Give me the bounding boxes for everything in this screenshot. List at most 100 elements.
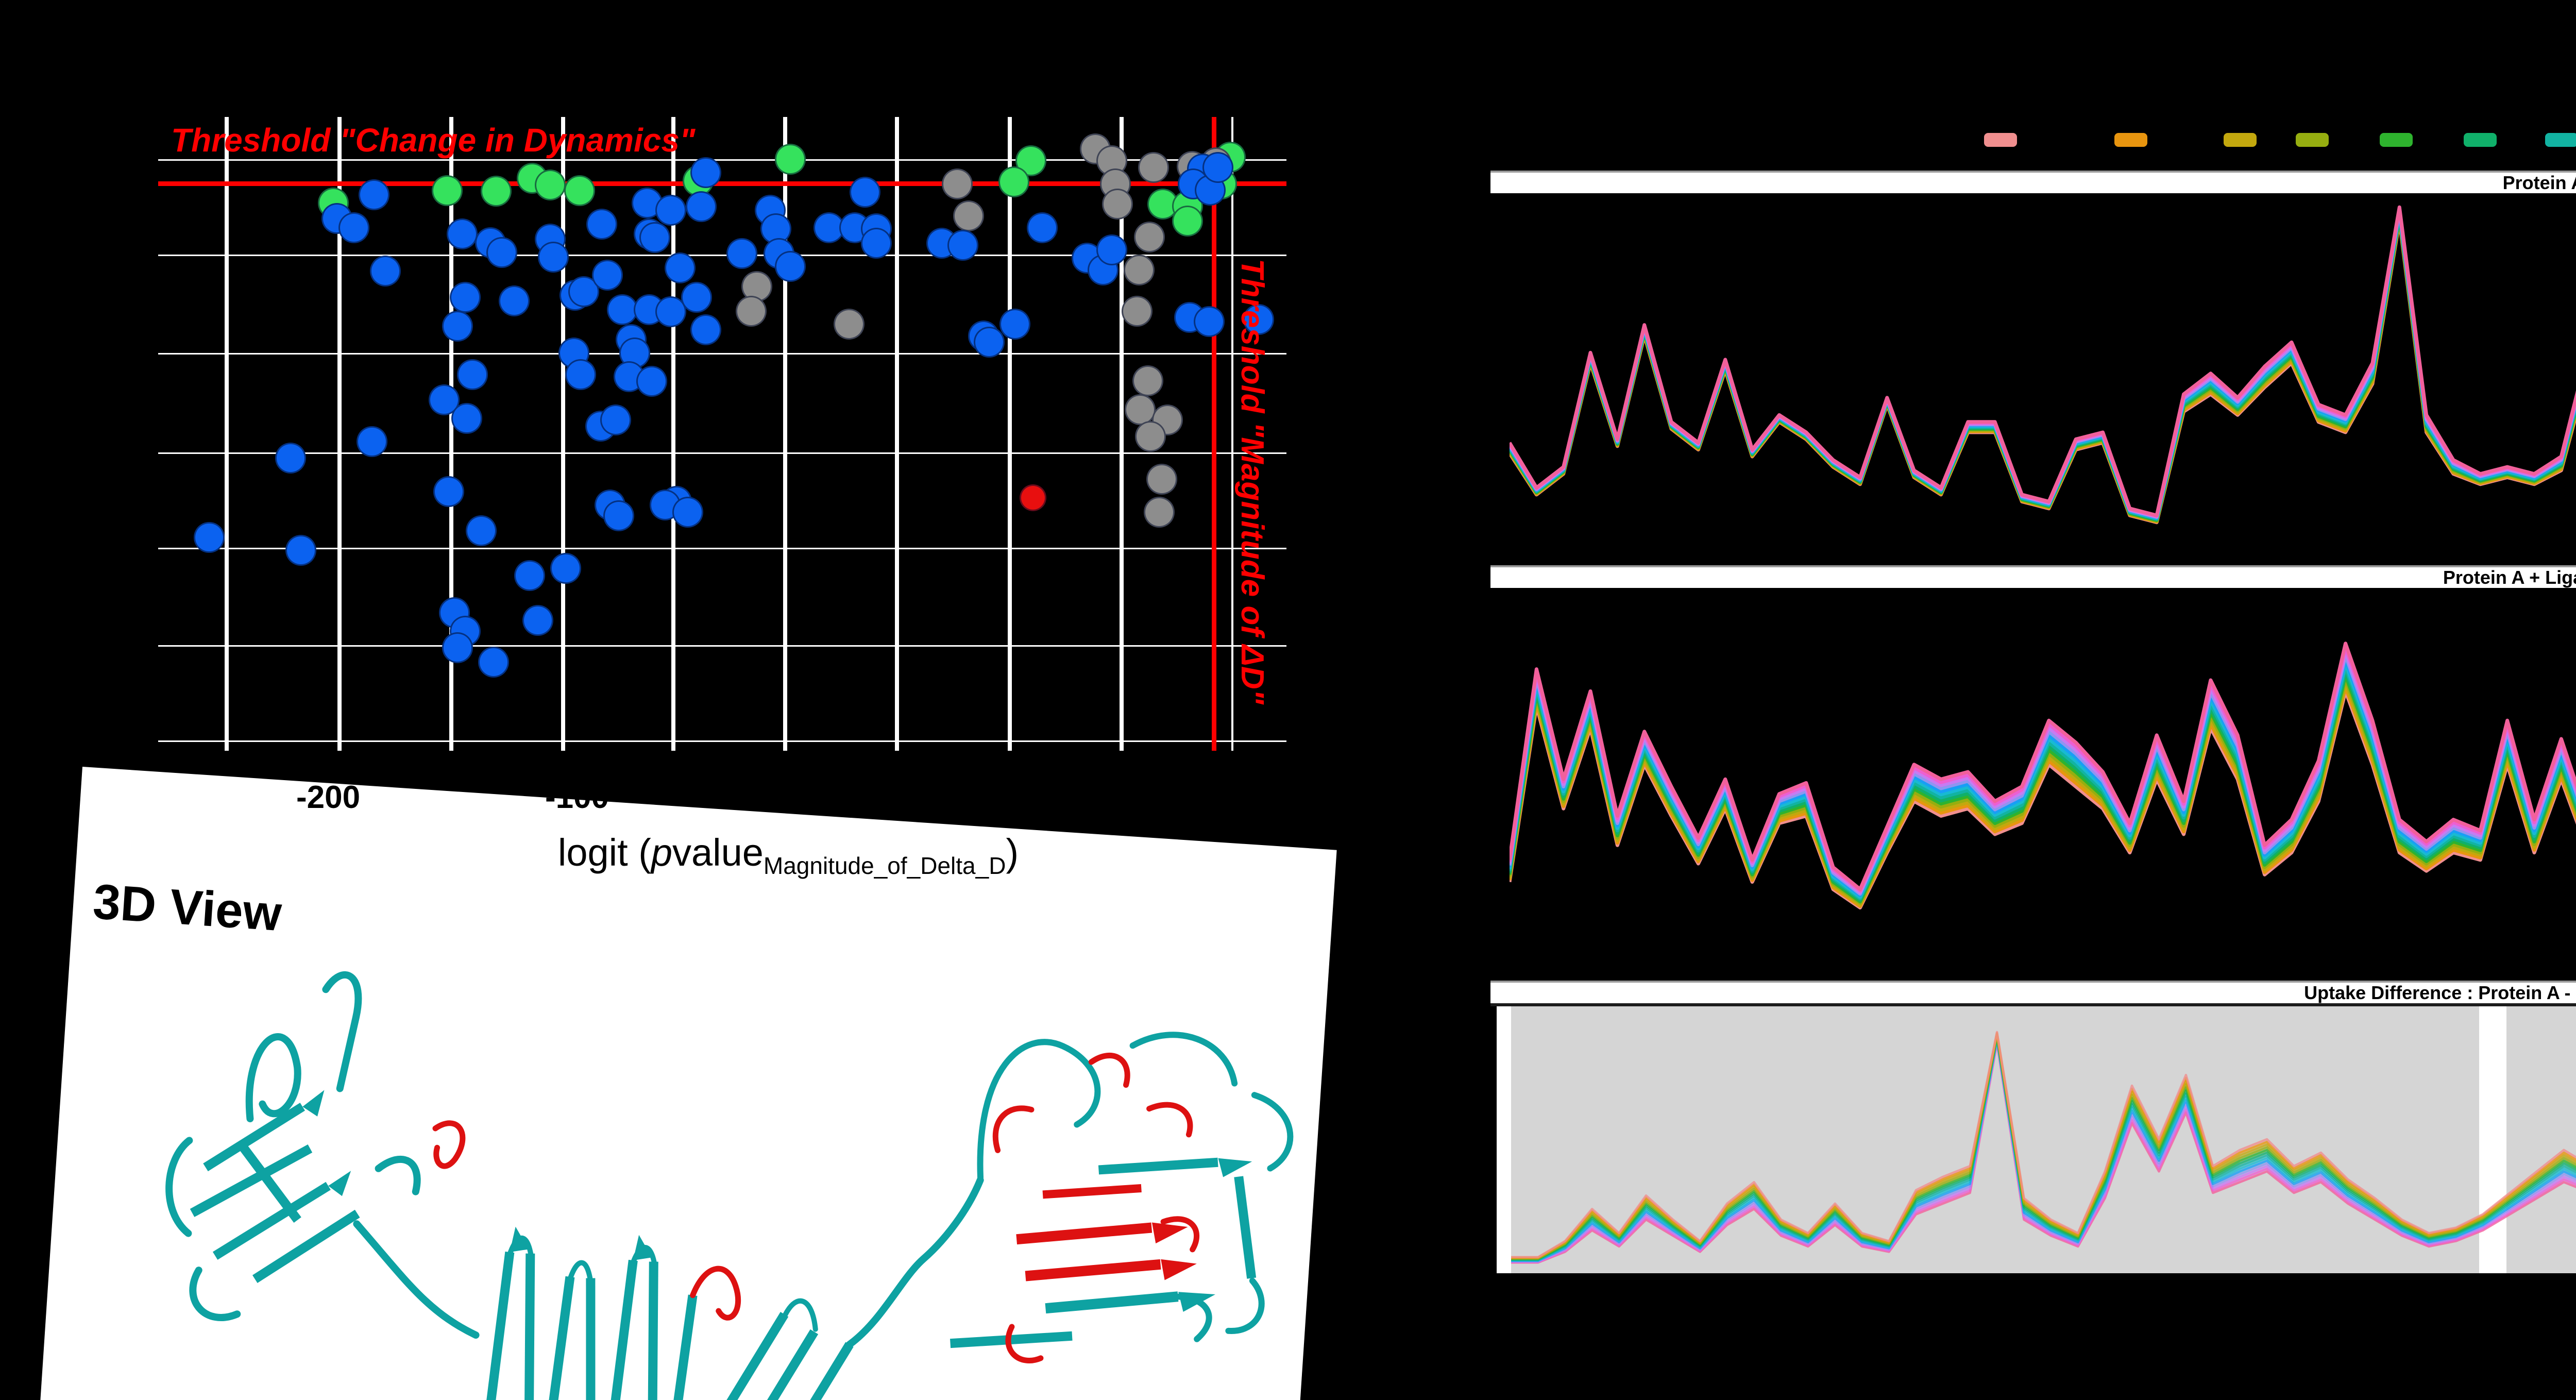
legend-item-2[interactable] [2114,133,2147,147]
volcano-gridline-h [158,254,1286,256]
volcano-point[interactable] [690,314,721,345]
chart3-title-bar: Uptake Difference : Protein A - (Protein… [1490,981,2576,1006]
volcano-point[interactable] [655,195,687,226]
volcano-point[interactable] [942,168,973,199]
xlabel-sub: Magnitude_of_Delta_D [763,852,1006,879]
legend-item-4[interactable] [2296,133,2329,147]
volcano-point[interactable] [592,259,623,291]
3d-view-card[interactable]: 3D View [31,767,1337,1400]
volcano-point[interactable] [466,515,497,546]
volcano-point[interactable] [735,295,767,327]
volcano-point[interactable] [359,179,390,210]
volcano-point[interactable] [1133,222,1165,252]
legend-item-6[interactable] [2464,133,2497,147]
volcano-point[interactable] [973,327,1005,358]
volcano-point[interactable] [1125,394,1156,425]
protein_a_ligand-series-13[interactable] [1510,644,2576,889]
uptake-chart-protein-a-ligand[interactable] [1510,588,2576,955]
volcano-point[interactable] [1172,206,1204,237]
volcano-point[interactable] [947,230,979,261]
volcano-point[interactable] [480,176,512,207]
uptake-difference-panel[interactable] [1497,1005,2576,1273]
volcano-point[interactable] [451,402,482,434]
volcano-point[interactable] [1146,463,1177,495]
volcano-point[interactable] [370,256,401,287]
volcano-gridline-h [158,352,1286,355]
volcano-point[interactable] [726,238,758,269]
volcano-point[interactable] [953,200,985,232]
volcano-point[interactable] [194,522,225,553]
volcano-point[interactable] [275,443,307,474]
volcano-point[interactable] [1026,212,1058,243]
volcano-point[interactable] [1134,421,1166,452]
volcano-point[interactable] [446,218,478,249]
volcano-gridline-h [158,548,1286,550]
volcano-point[interactable] [603,500,635,532]
protein_a-series-13[interactable] [1510,197,2576,515]
uptake_difference-series-12[interactable] [1511,1042,2576,1262]
volcano-point[interactable] [565,359,596,390]
protein-ribbon-3d[interactable] [123,937,1342,1400]
legend-item-3[interactable] [2224,133,2257,147]
uptake-difference-chart[interactable] [1511,1005,2576,1273]
legend-item-5[interactable] [2380,133,2413,147]
volcano-point[interactable] [478,647,510,678]
volcano-point[interactable] [442,632,473,664]
volcano-point[interactable] [534,170,566,201]
volcano-point[interactable] [1020,484,1047,511]
volcano-point[interactable] [1144,496,1175,528]
volcano-point[interactable] [550,553,582,584]
volcano-point[interactable] [681,281,713,313]
threshold-magnitude-label: Threshold "Magnitude of ΔD" [1234,259,1270,705]
volcano-point[interactable] [1202,151,1234,183]
volcano-point[interactable] [1193,306,1225,337]
volcano-point[interactable] [639,222,671,254]
volcano-point[interactable] [498,285,530,317]
volcano-point[interactable] [356,426,387,458]
volcano-point[interactable] [514,560,546,591]
volcano-point[interactable] [522,605,553,636]
volcano-point[interactable] [849,176,880,208]
volcano-point[interactable] [600,404,631,436]
volcano-point[interactable] [450,281,481,313]
legend-item-7[interactable] [2545,133,2576,147]
volcano-point[interactable] [1123,254,1155,285]
volcano-point[interactable] [1121,295,1153,327]
volcano-point[interactable] [672,496,703,528]
volcano-point[interactable] [442,311,473,342]
volcano-point[interactable] [1138,151,1170,183]
volcano-point[interactable] [998,166,1029,197]
volcano-point[interactable] [456,359,488,390]
volcano-point[interactable] [690,157,721,188]
volcano-point[interactable] [860,228,892,259]
volcano-plot[interactable]: Threshold "Change in Dynamics" Threshold… [158,117,1286,751]
protein_a-series-1[interactable] [1510,207,2576,522]
legend-item-1[interactable] [1984,133,2017,147]
volcano-point[interactable] [1096,234,1128,265]
threshold-line-dynamics [158,181,1286,187]
volcano-point[interactable] [636,366,667,397]
volcano-point[interactable] [606,294,638,326]
volcano-point[interactable] [686,191,717,222]
volcano-point[interactable] [775,143,806,175]
volcano-point[interactable] [538,242,569,273]
volcano-point[interactable] [1132,365,1164,397]
volcano-point[interactable] [433,476,464,508]
uptake_difference-series-1[interactable] [1511,1032,2576,1257]
volcano-point[interactable] [999,308,1031,340]
volcano-point[interactable] [664,252,696,284]
volcano-point[interactable] [285,534,316,566]
volcano-point[interactable] [486,237,517,268]
volcano-point[interactable] [338,212,369,243]
volcano-point[interactable] [834,308,865,340]
volcano-point[interactable] [432,175,463,207]
volcano-point[interactable] [564,175,595,207]
volcano-point[interactable] [655,296,687,328]
volcano-point[interactable] [586,209,618,240]
volcano-point[interactable] [1102,189,1133,220]
volcano-point[interactable] [775,250,806,282]
volcano-point[interactable] [1243,303,1275,335]
volcano-gridline-v [895,117,900,751]
uptake-chart-protein-a[interactable] [1510,197,2576,543]
protein_a-series-2[interactable] [1510,206,2576,522]
